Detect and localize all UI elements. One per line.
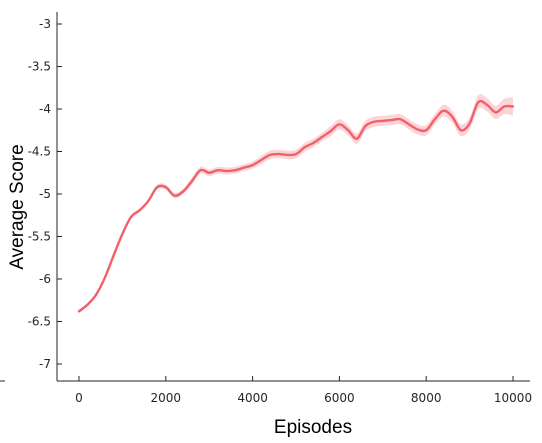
y-tick-label: -6.5 (28, 315, 51, 329)
series-line (77, 99, 515, 313)
x-tick-label: 2000 (151, 391, 182, 405)
y-tick-label: -5 (39, 187, 51, 201)
y-ticks: -7 -6.5 -6 -5.5 -5 -4.5 -4 -3.5 -3 (28, 17, 62, 371)
confidence-band (79, 94, 513, 313)
y-tick-label: -4.5 (28, 145, 51, 159)
y-tick-label: -7 (39, 357, 51, 371)
x-tick-label: 8000 (411, 391, 442, 405)
x-tick-label: 10000 (494, 391, 532, 405)
x-axis-title: Episodes (274, 417, 352, 438)
x-tick-label: 4000 (237, 391, 268, 405)
x-tick-label: 0 (75, 391, 83, 405)
y-axis-title: Average Score (7, 144, 28, 269)
confidence-band-layer (79, 94, 513, 313)
y-tick-label: -6 (39, 272, 51, 286)
y-tick-label: -3.5 (28, 60, 51, 74)
y-tick-label: -5.5 (28, 230, 51, 244)
series-line-layer (77, 99, 515, 313)
x-tick-label: 6000 (324, 391, 355, 405)
x-ticks: 0 2000 4000 6000 8000 10000 (75, 376, 532, 405)
y-tick-label: -4 (39, 102, 51, 116)
y-tick-label: -3 (39, 17, 51, 31)
